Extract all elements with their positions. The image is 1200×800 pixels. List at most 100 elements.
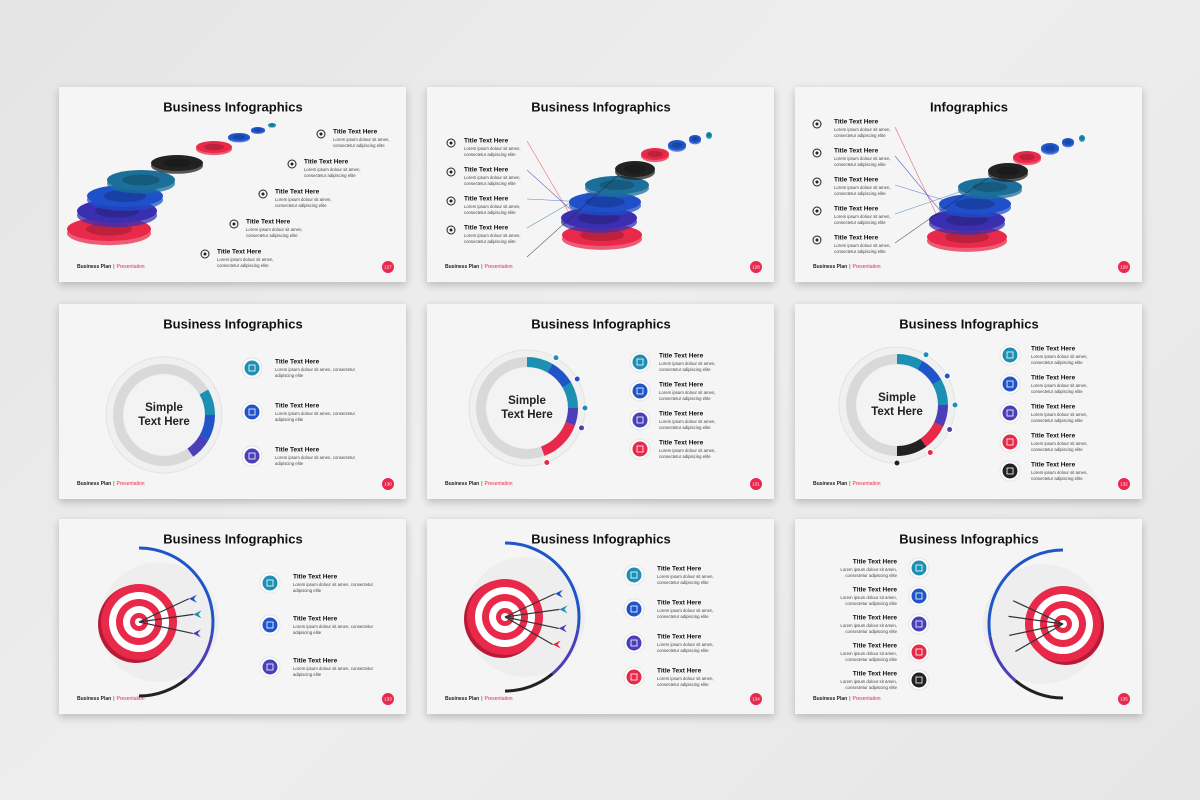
arrow-fletch [188, 594, 197, 603]
item-title: Title Text Here [834, 235, 879, 242]
icon-dot [449, 199, 453, 203]
item-body: Lorem ipsum dolour sit amen, [659, 448, 716, 453]
disc-hole [122, 174, 160, 186]
footer-separator: | [113, 481, 114, 487]
item-body: Lorem ipsum dolour sit amen, consectetur [293, 666, 374, 671]
icon-dot [449, 170, 453, 174]
item-title: Title Text Here [657, 566, 702, 573]
item-body: consectetur adipiscing elite [834, 191, 886, 196]
icon-dot [319, 132, 323, 136]
icon [446, 196, 456, 206]
item-title: Title Text Here [834, 206, 879, 213]
slide[interactable]: Infographics Title Text Here Lorem ipsum d… [795, 87, 1142, 282]
item-title: Title Text Here [853, 615, 898, 622]
item-body: Lorem ipsum dolour sit amen, [333, 137, 390, 142]
page-number: 127 [384, 265, 392, 270]
icon-glyph [248, 364, 256, 372]
ring-segment [540, 421, 575, 456]
icon [244, 404, 260, 420]
item-title: Title Text Here [275, 189, 320, 196]
arrow-fletch [559, 605, 568, 614]
item-body: Lorem ipsum dolour sit amen, [275, 197, 332, 202]
item-title: Title Text Here [659, 411, 704, 418]
ring-segment [932, 379, 948, 406]
arrow-fletch [558, 624, 567, 633]
item-body: consectetur adipiscing elite [659, 396, 711, 401]
arrow-shaft [138, 613, 194, 623]
item-body: Lorem ipsum dolour sit amen, [834, 214, 891, 219]
arc-blue [504, 541, 581, 631]
icon [200, 249, 210, 259]
icon-glyph [630, 605, 638, 613]
icon [626, 669, 642, 685]
icon-glyph [636, 445, 644, 453]
page-number: 130 [384, 482, 392, 487]
ring-segment [562, 382, 578, 409]
item-body: Lorem ipsum dolour sit amen, [657, 676, 714, 681]
slide-title: Business Infographics [531, 99, 670, 114]
icon-glyph [1006, 409, 1014, 417]
arrow-shaft [1015, 623, 1064, 653]
slide[interactable]: Business Infographics Title Text Here Lore… [427, 519, 774, 714]
item-title: Title Text Here [1031, 346, 1076, 353]
ring-dot [922, 351, 930, 359]
item-title: Title Text Here [275, 403, 320, 410]
item-body: consectetur adipiscing elite [657, 648, 709, 653]
disc-hole [269, 123, 275, 127]
disc [228, 133, 250, 141]
ring-dot [581, 404, 589, 412]
disc [706, 132, 712, 138]
icon [229, 219, 239, 229]
ring-segment [917, 360, 942, 385]
footer-label: Presentation [117, 264, 145, 270]
item-body: Lorem ipsum dolour sit amen, [840, 651, 897, 656]
footer-separator: | [849, 264, 850, 270]
arrow-fletch [193, 610, 202, 619]
slide[interactable]: Simple Text Here Business Infographics Titl… [427, 304, 774, 499]
item-body: consectetur adipiscing elite [834, 133, 886, 138]
item-body: consectetur adipiscing elite [659, 454, 711, 459]
slide[interactable]: Business Infographics Title Text Here Lore… [59, 87, 406, 282]
item-body: consectetur adipiscing elite [1031, 360, 1083, 365]
item-body: consectetur adipiscing elite [657, 580, 709, 585]
arc-purple [988, 636, 1017, 682]
item-body: Lorem ipsum dolour sit amen, [659, 361, 716, 366]
item-body: Lorem ipsum dolour sit amen, [657, 574, 714, 579]
icon-glyph [636, 416, 644, 424]
connector [894, 155, 949, 221]
footer-separator: | [849, 481, 850, 487]
item-title: Title Text Here [853, 587, 898, 594]
item-title: Title Text Here [659, 382, 704, 389]
icon [1002, 463, 1018, 479]
item-title: Title Text Here [834, 119, 879, 126]
item-body: consectetur adipiscing elite [834, 220, 886, 225]
item-body: Lorem ipsum dolour sit amen, [1031, 412, 1088, 417]
icon [262, 575, 278, 591]
disc-hole [624, 164, 646, 174]
footer-label: Presentation [117, 696, 145, 702]
arrow-shaft [138, 621, 193, 635]
footer: Business Plan | Presentation [77, 481, 145, 487]
slide-title: Business Infographics [163, 316, 302, 331]
arc-blue [987, 548, 1064, 638]
arrow-shaft [1012, 600, 1064, 625]
ring-segment [526, 357, 553, 373]
item-body: Lorem ipsum dolour sit amen, [1031, 383, 1088, 388]
item-body: consectetur adipiscing elite [845, 685, 897, 690]
slide[interactable]: Simple Text Here Business Infographics Titl… [795, 304, 1142, 499]
item-title: Title Text Here [464, 167, 509, 174]
item-body: consectetur adipiscing elite [834, 249, 886, 254]
disc [615, 161, 655, 177]
page-number: 133 [384, 697, 392, 702]
item-body: adipiscing elite [293, 672, 322, 677]
page-number: 131 [752, 482, 760, 487]
disc-hole [204, 143, 224, 151]
disc-hole [599, 180, 635, 190]
slide[interactable]: Business Infographics Title Text Here Lore… [59, 519, 406, 714]
slide[interactable]: Simple Text Here Business Infographics Titl… [59, 304, 406, 499]
slide[interactable]: Business Infographics Title Text Here Lore… [795, 519, 1142, 714]
ring-dot [543, 459, 551, 467]
slide[interactable]: Business Infographics Title Text Here Lore… [427, 87, 774, 282]
